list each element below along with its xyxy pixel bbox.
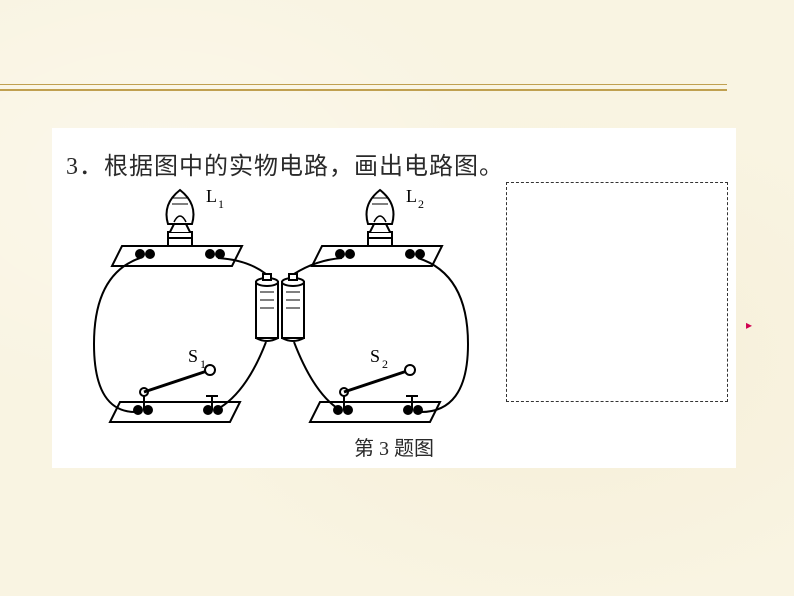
label-l1: L — [206, 186, 217, 206]
battery — [256, 274, 304, 341]
content-box: 3．根据图中的实物电路，画出电路图。 — [52, 128, 736, 468]
switch-s1 — [110, 365, 240, 422]
label-s2: S — [370, 346, 380, 366]
slide-marker: ▸ — [746, 318, 752, 328]
label-l2: L — [406, 186, 417, 206]
switch-s2 — [310, 365, 440, 422]
answer-box — [506, 182, 728, 402]
label-l2-sub: 2 — [418, 197, 424, 211]
figure-caption: 第 3 题图 — [52, 432, 736, 461]
label-s2-sub: 2 — [382, 357, 388, 371]
horizontal-rule — [0, 84, 727, 90]
label-s1-sub: 1 — [200, 357, 206, 371]
label-l1-sub: 1 — [218, 197, 224, 211]
label-s1: S — [188, 346, 198, 366]
circuit-diagram: L 1 L 2 — [60, 174, 498, 440]
